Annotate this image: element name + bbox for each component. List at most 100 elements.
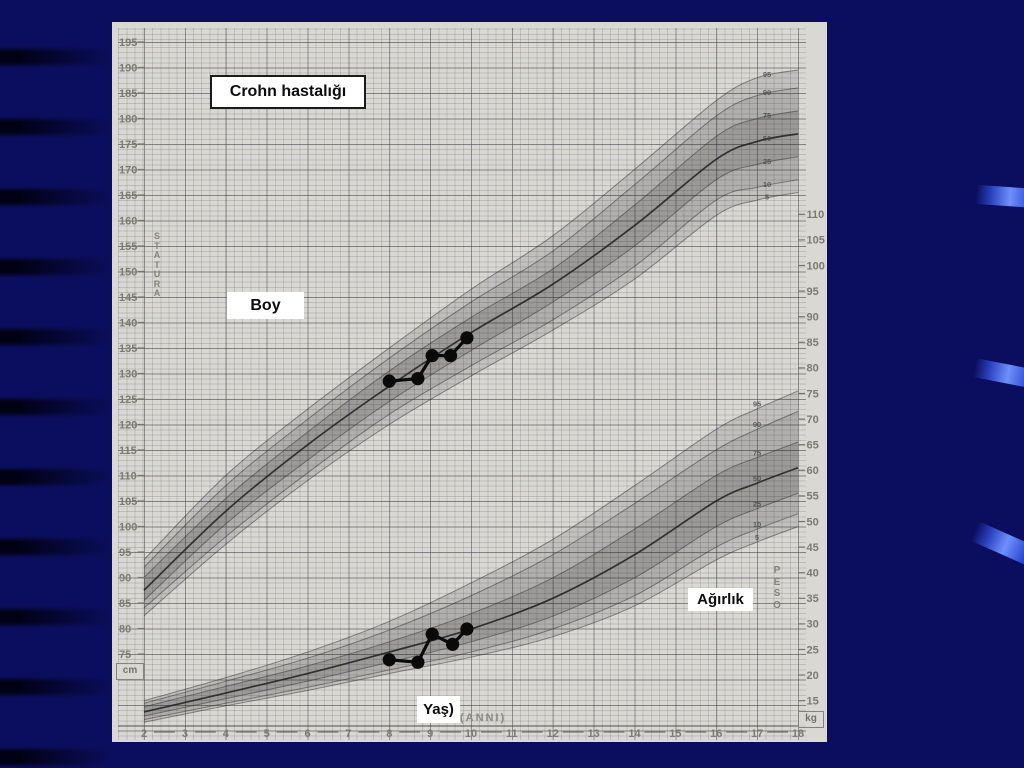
svg-text:170: 170	[119, 164, 137, 176]
growth-chart-image: 95 90 75 50 25 10 5 95 90 75 50 25 10 5 195 190 185 180 17…	[112, 22, 827, 742]
svg-text:10: 10	[465, 728, 477, 740]
svg-text:50: 50	[763, 134, 771, 143]
svg-text:90: 90	[753, 420, 761, 429]
svg-text:50: 50	[753, 474, 761, 483]
svg-text:90: 90	[807, 312, 819, 324]
svg-text:3: 3	[182, 728, 188, 740]
height-series-label-text: Boy	[250, 296, 281, 314]
svg-text:80: 80	[119, 623, 131, 635]
svg-text:95: 95	[763, 70, 771, 79]
age-axis-label-text: Yaş)	[423, 701, 454, 718]
patient-height-point	[425, 349, 439, 363]
svg-text:25: 25	[753, 500, 761, 509]
svg-text:95: 95	[753, 399, 761, 408]
svg-text:75: 75	[763, 111, 771, 120]
svg-text:140: 140	[119, 317, 137, 329]
svg-text:150: 150	[119, 266, 137, 278]
svg-text:40: 40	[807, 568, 819, 580]
svg-text:15: 15	[669, 728, 681, 740]
svg-text:145: 145	[119, 292, 137, 304]
diagnosis-label: Crohn hastalığı	[210, 75, 366, 109]
svg-text:175: 175	[119, 139, 137, 151]
svg-text:5: 5	[765, 193, 769, 202]
svg-text:13: 13	[588, 728, 600, 740]
svg-text:155: 155	[119, 241, 137, 253]
svg-text:75: 75	[119, 649, 131, 661]
svg-text:6: 6	[304, 728, 310, 740]
svg-text:5: 5	[264, 728, 270, 740]
svg-text:45: 45	[807, 542, 819, 554]
svg-text:195: 195	[119, 37, 137, 49]
svg-text:160: 160	[119, 215, 137, 227]
svg-text:130: 130	[119, 368, 137, 380]
svg-text:4: 4	[223, 728, 230, 740]
svg-text:18: 18	[792, 728, 804, 740]
svg-text:85: 85	[119, 598, 131, 610]
patient-height-point	[411, 372, 425, 386]
svg-text:20: 20	[807, 670, 819, 682]
background-stripes	[0, 0, 118, 768]
svg-text:115: 115	[119, 445, 137, 457]
svg-text:14: 14	[628, 728, 641, 740]
growth-chart-plot: 9590755025105959075502510519519018518017…	[118, 37, 825, 740]
patient-weight-point	[460, 622, 474, 636]
right-axis-unit: kg	[798, 711, 824, 728]
svg-text:75: 75	[753, 448, 761, 457]
svg-text:105: 105	[807, 235, 825, 247]
right-axis-title: PESO	[773, 565, 781, 611]
svg-text:90: 90	[763, 88, 771, 97]
weight-series-label-text: Ağırlık	[697, 591, 744, 608]
svg-text:5: 5	[755, 533, 759, 542]
x-axis-title: (ANNI)	[460, 712, 507, 724]
patient-weight-point	[425, 627, 439, 641]
age-axis-label: Yaş)	[417, 696, 460, 723]
svg-text:75: 75	[807, 388, 819, 400]
svg-text:17: 17	[751, 728, 763, 740]
chart-grid	[118, 28, 806, 740]
patient-weight-point	[411, 655, 425, 669]
background-streak-bottom	[970, 521, 1024, 566]
svg-text:30: 30	[807, 619, 819, 631]
svg-text:100: 100	[807, 260, 825, 272]
svg-text:110: 110	[807, 209, 825, 221]
svg-text:25: 25	[763, 157, 771, 166]
left-axis-title: STATURA	[153, 231, 161, 298]
svg-text:10: 10	[753, 520, 761, 529]
svg-text:12: 12	[547, 728, 559, 740]
background-streak-top	[975, 184, 1024, 209]
svg-text:9: 9	[427, 728, 433, 740]
left-axis-unit: cm	[116, 663, 144, 680]
svg-text:120: 120	[119, 419, 137, 431]
svg-text:125: 125	[119, 394, 137, 406]
patient-weight-point	[382, 653, 396, 667]
svg-text:95: 95	[807, 286, 819, 298]
svg-text:8: 8	[386, 728, 392, 740]
svg-text:185: 185	[119, 88, 137, 100]
svg-text:105: 105	[119, 496, 137, 508]
svg-text:100: 100	[119, 521, 137, 533]
svg-text:15: 15	[807, 696, 819, 708]
svg-text:60: 60	[807, 465, 819, 477]
svg-text:180: 180	[119, 113, 137, 125]
svg-text:80: 80	[807, 363, 819, 375]
svg-text:7: 7	[345, 728, 351, 740]
diagnosis-label-text: Crohn hastalığı	[229, 83, 347, 100]
patient-weight-point	[446, 637, 460, 651]
svg-text:135: 135	[119, 343, 137, 355]
svg-text:70: 70	[807, 414, 819, 426]
svg-text:85: 85	[807, 337, 819, 349]
svg-text:55: 55	[807, 491, 819, 503]
svg-text:16: 16	[710, 728, 722, 740]
height-series-label: Boy	[227, 292, 304, 319]
svg-text:50: 50	[807, 516, 819, 528]
svg-text:10: 10	[763, 180, 771, 189]
svg-text:95: 95	[119, 547, 131, 559]
svg-text:90: 90	[119, 572, 131, 584]
weight-series-label: Ağırlık	[688, 588, 753, 611]
patient-height-point	[460, 331, 474, 345]
patient-height-point	[382, 374, 396, 388]
svg-text:110: 110	[119, 470, 137, 482]
svg-text:65: 65	[807, 440, 819, 452]
svg-text:2: 2	[141, 728, 147, 740]
